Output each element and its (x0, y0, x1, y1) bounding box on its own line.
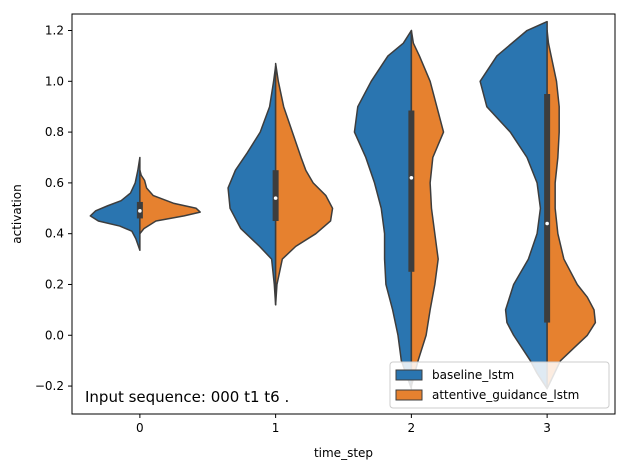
median-dot-3 (545, 221, 549, 226)
violin-baseline_lstm-1 (227, 65, 277, 306)
legend-frame (389, 361, 610, 409)
box-2 (408, 110, 415, 272)
legend: baseline_lstm attentive_guidance_lstm (389, 361, 610, 409)
x-axis-label: time_step (314, 446, 373, 460)
legend-swatch-baseline_lstm (395, 369, 423, 381)
legend-swatch-attentive_guidance_lstm (395, 389, 423, 401)
violin-baseline_lstm-3 (479, 20, 548, 390)
violin-bodies (89, 20, 597, 390)
y-tick-label: 1.0 (45, 74, 64, 88)
y-tick-label: 0.0 (45, 328, 64, 342)
x-tick-label: 0 (136, 421, 144, 435)
legend-label-attentive_guidance_lstm: attentive_guidance_lstm (432, 388, 579, 402)
plot-frame (71, 13, 616, 415)
y-tick-label: 0.4 (45, 227, 64, 241)
violin-attentive_guidance_lstm-0 (139, 169, 201, 235)
input-sequence-annotation: Input sequence: 000 t1 t6 . (85, 388, 289, 406)
x-axis: 0 1 2 3 (136, 414, 551, 435)
y-tick-label: 1.2 (45, 24, 64, 38)
median-dot-2 (409, 176, 414, 180)
violin-attentive_guidance_lstm-3 (546, 29, 597, 390)
box-1 (272, 170, 279, 221)
y-tick-label: −0.2 (35, 379, 64, 393)
y-axis: −0.2 0.0 0.2 0.4 0.6 0.8 1.0 1.2 (35, 24, 72, 393)
x-tick-label: 2 (408, 421, 416, 435)
y-tick-label: 0.2 (45, 277, 64, 291)
y-tick-label: 0.8 (45, 125, 64, 139)
violin-attentive_guidance_lstm-1 (274, 62, 334, 306)
legend-label-baseline_lstm: baseline_lstm (432, 368, 514, 382)
box-3 (544, 94, 551, 323)
violin-baseline_lstm-2 (353, 29, 413, 390)
median-dot-0 (138, 209, 142, 213)
median-dot-1 (273, 196, 278, 200)
violin-attentive_guidance_lstm-2 (410, 29, 445, 387)
y-tick-label: 0.6 (45, 176, 64, 190)
x-tick-label: 3 (543, 421, 551, 435)
x-tick-label: 1 (272, 421, 280, 435)
y-axis-label: activation (10, 184, 24, 243)
inner-boxes (136, 94, 551, 323)
violin-baseline_lstm-0 (89, 156, 141, 251)
